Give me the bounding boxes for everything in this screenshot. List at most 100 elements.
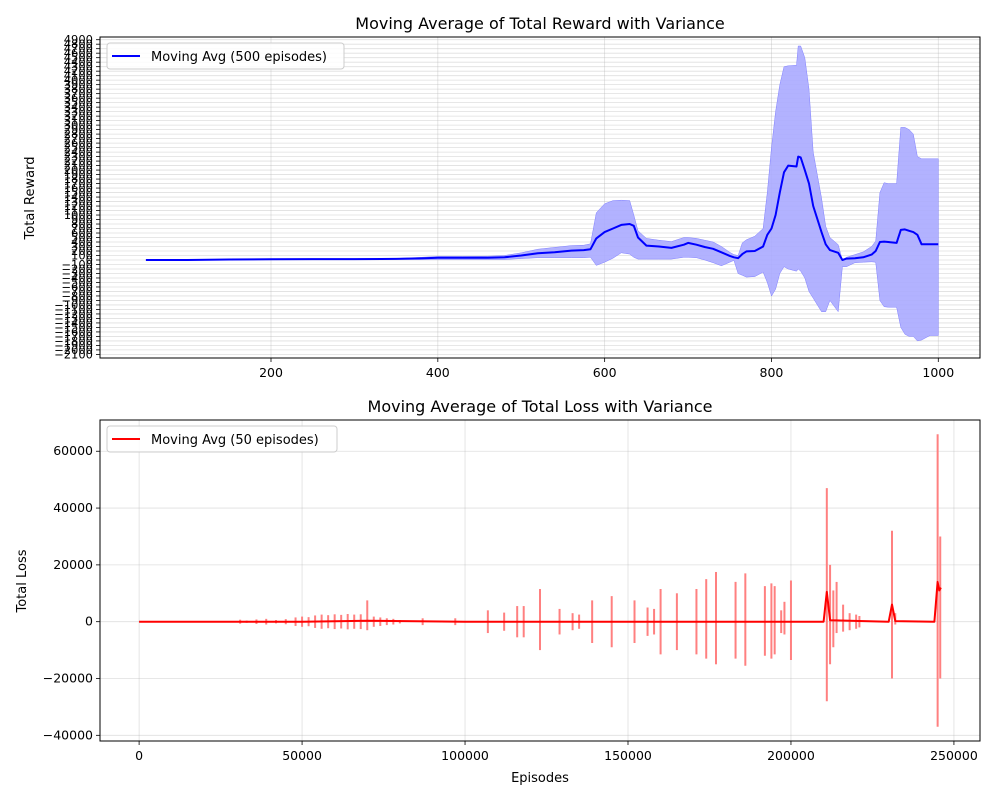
reward-x-tick-label: 800 xyxy=(760,365,784,380)
reward-legend-label: Moving Avg (500 episodes) xyxy=(151,50,327,65)
reward-y-tick-label: −600 xyxy=(61,280,93,294)
loss-y-tick-label: 20000 xyxy=(53,557,93,572)
reward-y-tick-label: −1300 xyxy=(54,311,93,325)
reward-y-tick-label: −1200 xyxy=(54,307,93,321)
loss-chart-title: Moving Average of Total Loss with Varian… xyxy=(368,397,713,416)
loss-legend-label: Moving Avg (50 episodes) xyxy=(151,433,319,448)
loss-y-ticks: −40000 −20000 0 20000 40000 60000 xyxy=(43,443,100,742)
loss-y-tick-label: 40000 xyxy=(53,500,93,515)
reward-x-tick-label: 600 xyxy=(593,365,617,380)
reward-plot-frame xyxy=(99,36,981,359)
reward-y-tick-label: −300 xyxy=(61,266,93,280)
reward-y-tick-label: 4500 xyxy=(64,51,93,65)
reward-y-tick-label: −100 xyxy=(61,257,93,271)
reward-y-tick-label: 4100 xyxy=(64,69,93,83)
loss-x-tick-label: 50000 xyxy=(282,748,322,763)
loss-grid xyxy=(100,420,980,741)
reward-y-tick-label: 3300 xyxy=(64,105,93,119)
reward-y-tick-label: 4300 xyxy=(64,60,93,74)
reward-y-tick-label: −1000 xyxy=(54,298,93,312)
reward-y-tick-label: −2000 xyxy=(54,343,93,357)
loss-y-tick-label: −40000 xyxy=(43,727,93,742)
reward-y-tick-label: 3000 xyxy=(64,118,93,132)
reward-y-tick-label: 4600 xyxy=(64,46,93,60)
reward-y-tick-label: 600 xyxy=(71,226,93,240)
loss-y-tick-label: 60000 xyxy=(53,443,93,458)
loss-x-axis-label: Episodes xyxy=(511,771,569,786)
loss-y-tick-label: 0 xyxy=(85,614,93,629)
reward-moving-avg-line xyxy=(145,155,939,261)
reward-x-tick-label: 1000 xyxy=(922,365,954,380)
loss-x-ticks: 0 50000 100000 150000 200000 250000 xyxy=(135,741,978,763)
reward-y-tick-label: −700 xyxy=(61,284,93,298)
loss-x-tick-label: 0 xyxy=(135,748,143,763)
reward-y-tick-label: 2000 xyxy=(64,163,93,177)
loss-x-tick-label: 200000 xyxy=(767,748,815,763)
loss-legend: Moving Avg (50 episodes) xyxy=(106,425,338,453)
reward-y-tick-label: 1800 xyxy=(64,172,93,186)
reward-y-tick-label: 500 xyxy=(71,231,93,245)
reward-chart: Moving Average of Total Reward with Vari… xyxy=(23,14,981,380)
reward-y-tick-label: 3800 xyxy=(64,82,93,96)
reward-y-tick-label: 1100 xyxy=(64,204,93,218)
reward-y-tick-label: 100 xyxy=(71,248,93,262)
reward-y-tick-label: 3200 xyxy=(64,109,93,123)
reward-y-tick-label: 2600 xyxy=(64,136,93,150)
reward-y-tick-label: 3700 xyxy=(64,87,93,101)
reward-y-tick-label: 300 xyxy=(71,240,93,254)
reward-y-tick-label: −1800 xyxy=(54,334,93,348)
reward-y-tick-label: −800 xyxy=(61,289,93,303)
reward-y-tick-label: 2800 xyxy=(64,127,93,141)
reward-y-tick-label: 4900 xyxy=(64,33,93,47)
reward-x-tick-label: 200 xyxy=(259,365,283,380)
reward-line-layer xyxy=(145,155,939,261)
reward-y-tick-label: −1100 xyxy=(54,302,93,316)
reward-y-tick-label: −1900 xyxy=(54,338,93,352)
loss-y-tick-label: −20000 xyxy=(43,671,93,686)
loss-x-tick-label: 250000 xyxy=(930,748,978,763)
reward-y-tick-label: 4800 xyxy=(64,37,93,51)
reward-y-tick-label: −1500 xyxy=(54,320,93,334)
reward-x-ticks: 200 400 600 800 1000 xyxy=(259,358,954,380)
loss-x-tick-label: 100000 xyxy=(441,748,489,763)
reward-y-tick-label: 3600 xyxy=(64,91,93,105)
reward-y-tick-label: 1400 xyxy=(64,190,93,204)
reward-y-tick-label: 0 xyxy=(86,253,93,267)
reward-legend: Moving Avg (500 episodes) xyxy=(106,42,345,70)
reward-y-tick-label: 2100 xyxy=(64,159,93,173)
reward-y-tick-label: 900 xyxy=(71,213,93,227)
reward-y-tick-label: 200 xyxy=(71,244,93,258)
loss-plot-frame xyxy=(99,419,981,742)
loss-band-layer xyxy=(239,434,942,727)
reward-y-tick-label: 1300 xyxy=(64,195,93,209)
reward-y-tick-label: 400 xyxy=(71,235,93,249)
reward-y-tick-label: 2200 xyxy=(64,154,93,168)
reward-y-tick-label: 4700 xyxy=(64,42,93,56)
loss-legend-box xyxy=(106,425,338,453)
reward-y-tick-label: 1600 xyxy=(64,181,93,195)
reward-y-tick-label: 700 xyxy=(71,222,93,236)
loss-line-layer xyxy=(139,580,942,623)
reward-y-tick-label: 2900 xyxy=(64,123,93,137)
reward-y-tick-label: 2700 xyxy=(64,132,93,146)
loss-moving-avg-line xyxy=(139,580,942,623)
reward-y-tick-label: 4200 xyxy=(64,64,93,78)
loss-chart: Moving Average of Total Loss with Varian… xyxy=(15,397,981,786)
reward-chart-title: Moving Average of Total Reward with Vari… xyxy=(355,14,724,33)
reward-y-ticks: −2100−2000−1900−1800−1700−1600−1500−1400… xyxy=(54,33,100,361)
reward-legend-box xyxy=(106,42,345,70)
reward-y-tick-label: 3400 xyxy=(64,100,93,114)
reward-y-tick-label: 1200 xyxy=(64,199,93,213)
reward-y-tick-label: −2100 xyxy=(54,347,93,361)
loss-x-tick-label: 150000 xyxy=(604,748,652,763)
reward-y-tick-label: 3900 xyxy=(64,78,93,92)
reward-y-axis-label: Total Reward xyxy=(23,157,38,241)
reward-x-tick-label: 400 xyxy=(426,365,450,380)
reward-grid xyxy=(100,37,980,358)
reward-y-tick-label: −200 xyxy=(61,262,93,276)
reward-y-tick-label: −1400 xyxy=(54,316,93,330)
reward-y-tick-label: −900 xyxy=(61,293,93,307)
reward-y-tick-label: 2500 xyxy=(64,141,93,155)
reward-y-tick-label: 2300 xyxy=(64,150,93,164)
